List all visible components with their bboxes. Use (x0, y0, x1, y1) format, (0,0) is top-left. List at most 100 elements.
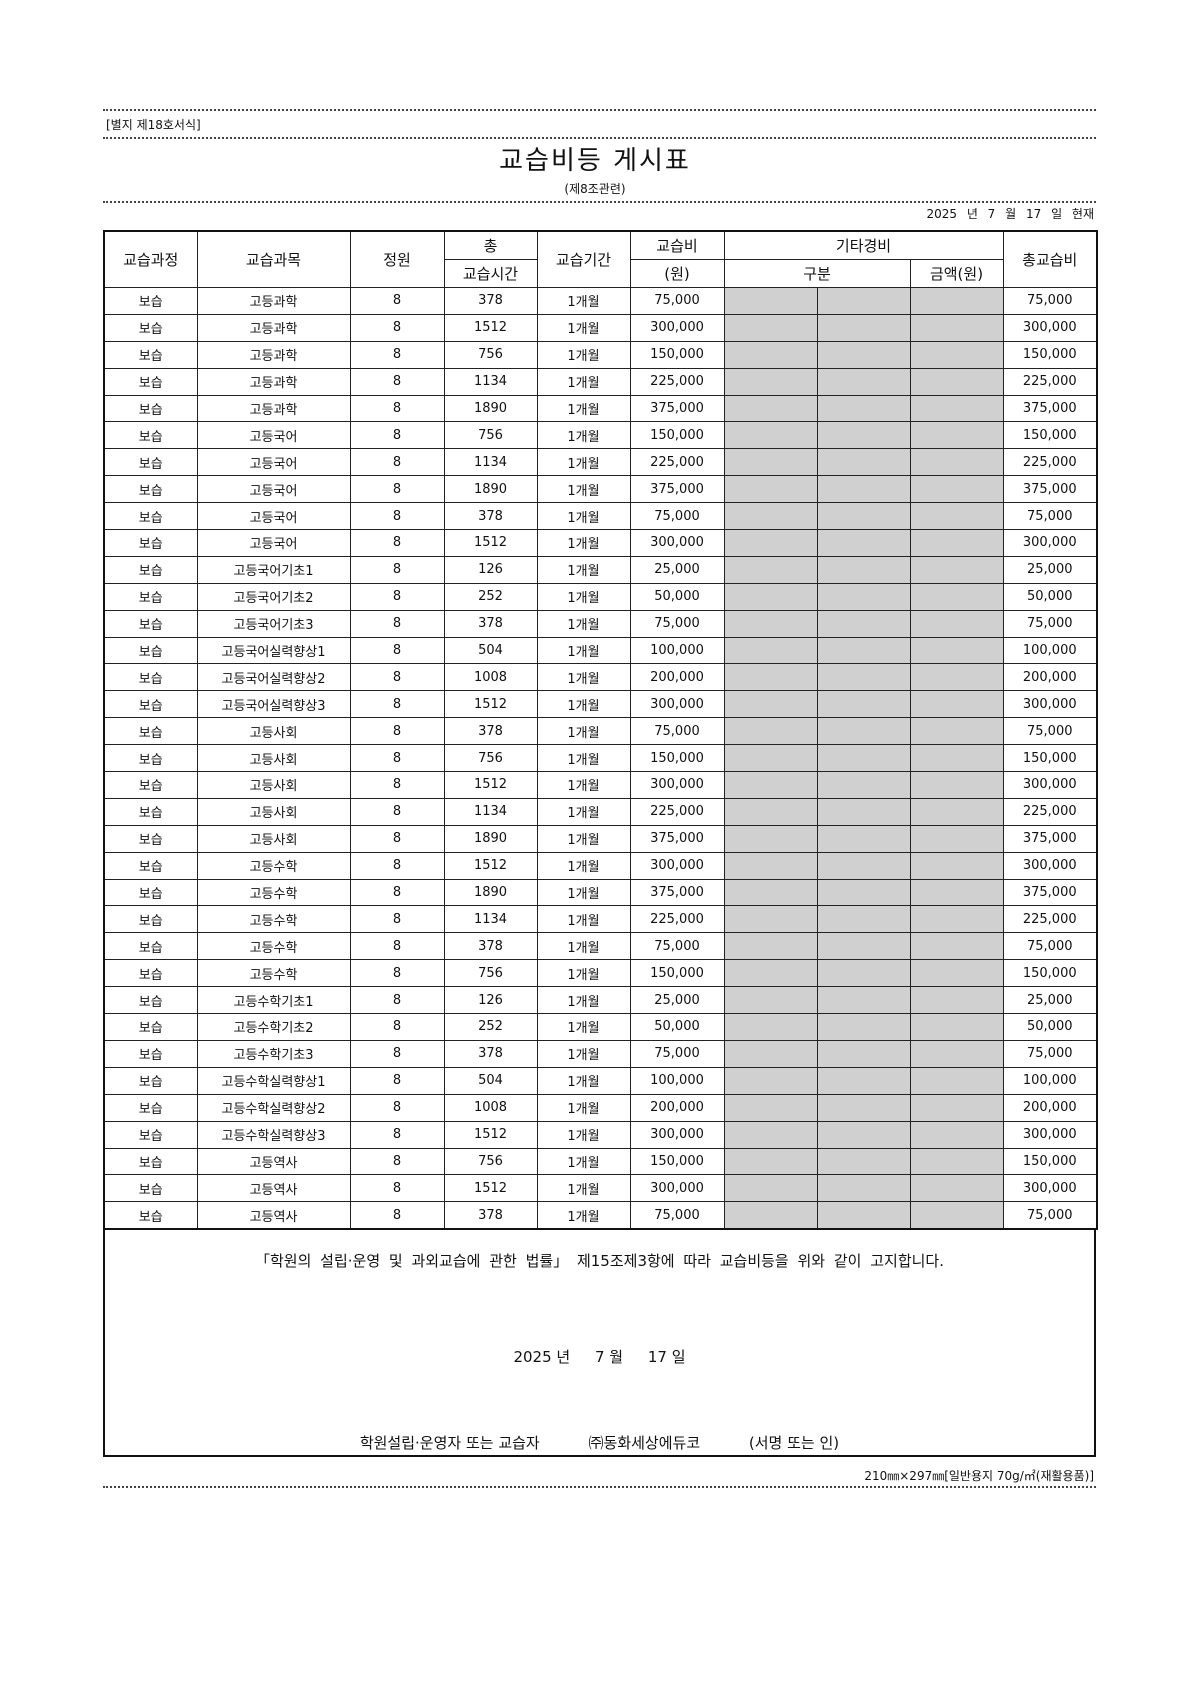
notice-year: 2025 년 (513, 1348, 571, 1366)
cell-other-amount (909, 824, 1004, 853)
cell-course: 보습 (103, 1147, 198, 1176)
cell-fee: 150,000 (629, 340, 725, 369)
page-subtitle: (제8조관련) (564, 182, 626, 196)
cell-total-hours: 1134 (443, 367, 538, 396)
cell-subject: 고등수학기초2 (196, 1013, 351, 1041)
cell-other-type-b (816, 824, 911, 853)
cell-subject: 고등수학실력향상1 (196, 1066, 351, 1095)
cell-total-fee: 375,000 (1002, 475, 1098, 504)
cell-other-amount (909, 340, 1004, 369)
cell-total-fee: 300,000 (1002, 1120, 1098, 1149)
cell-other-type-a (723, 448, 818, 477)
cell-total-fee: 300,000 (1002, 529, 1098, 557)
cell-fee: 375,000 (629, 475, 725, 504)
cell-course: 보습 (103, 690, 198, 719)
cell-period: 1개월 (536, 340, 631, 369)
cell-other-type-a (723, 771, 818, 799)
cell-period: 1개월 (536, 1093, 631, 1122)
cell-total-hours: 756 (443, 959, 538, 988)
cell-fee: 300,000 (629, 1174, 725, 1203)
cell-total-hours: 756 (443, 744, 538, 773)
cell-capacity: 8 (349, 340, 445, 369)
cell-period: 1개월 (536, 529, 631, 557)
cell-other-type-b (816, 744, 911, 773)
header-total-fee: 총교습비 (1002, 230, 1098, 288)
cell-fee: 75,000 (629, 717, 725, 746)
table-row: 보습 고등과학 8 378 1개월 75,000 75,000 (103, 287, 1098, 315)
header-fee-top: 교습비 (629, 230, 725, 260)
cell-total-fee: 75,000 (1002, 502, 1098, 531)
cell-total-hours: 1008 (443, 1093, 538, 1122)
cell-other-type-a (723, 851, 818, 880)
cell-subject: 고등국어 (196, 529, 351, 557)
cell-period: 1개월 (536, 636, 631, 665)
cell-fee: 300,000 (629, 313, 725, 342)
divider (103, 1486, 1096, 1488)
cell-other-type-a (723, 905, 818, 934)
cell-course: 보습 (103, 636, 198, 665)
cell-period: 1개월 (536, 502, 631, 531)
table-row: 보습 고등수학 8 1134 1개월 225,000 225,000 (103, 905, 1098, 934)
cell-subject: 고등역사 (196, 1174, 351, 1203)
cell-other-type-b (816, 932, 911, 961)
header-course: 교습과정 (103, 230, 198, 288)
notice-day: 17 일 (647, 1348, 686, 1366)
cell-other-type-b (816, 448, 911, 477)
table-row: 보습 고등사회 8 1134 1개월 225,000 225,000 (103, 797, 1098, 826)
cell-total-fee: 300,000 (1002, 851, 1098, 880)
cell-other-amount (909, 448, 1004, 477)
cell-other-amount (909, 959, 1004, 988)
cell-total-fee: 75,000 (1002, 287, 1098, 315)
cell-capacity: 8 (349, 529, 445, 557)
cell-subject: 고등과학 (196, 287, 351, 315)
cell-subject: 고등국어실력향상1 (196, 636, 351, 665)
cell-course: 보습 (103, 959, 198, 988)
cell-total-fee: 75,000 (1002, 1039, 1098, 1068)
cell-fee: 25,000 (629, 555, 725, 584)
cell-other-amount (909, 744, 1004, 773)
cell-subject: 고등수학기초3 (196, 1039, 351, 1068)
cell-subject: 고등국어 (196, 475, 351, 504)
cell-total-hours: 378 (443, 1201, 538, 1230)
table-row: 보습 고등역사 8 378 1개월 75,000 75,000 (103, 1201, 1098, 1230)
cell-other-type-b (816, 797, 911, 826)
cell-other-amount (909, 1147, 1004, 1176)
cell-total-fee: 375,000 (1002, 878, 1098, 907)
cell-other-amount (909, 905, 1004, 934)
cell-period: 1개월 (536, 797, 631, 826)
signer-name: ㈜동화세상에듀코 (588, 1434, 701, 1452)
cell-course: 보습 (103, 1201, 198, 1230)
cell-other-type-a (723, 986, 818, 1015)
cell-capacity: 8 (349, 1066, 445, 1095)
cell-course: 보습 (103, 797, 198, 826)
table-row: 보습 고등사회 8 1890 1개월 375,000 375,000 (103, 824, 1098, 853)
cell-other-amount (909, 771, 1004, 799)
cell-fee: 300,000 (629, 1120, 725, 1149)
as-of-date: 2025 년 7 월 17 일 현재 (926, 207, 1094, 221)
cell-total-hours: 1008 (443, 663, 538, 692)
cell-fee: 225,000 (629, 448, 725, 477)
cell-other-amount (909, 609, 1004, 638)
cell-total-fee: 150,000 (1002, 340, 1098, 369)
cell-period: 1개월 (536, 609, 631, 638)
cell-course: 보습 (103, 986, 198, 1015)
cell-other-type-b (816, 959, 911, 988)
table-row: 보습 고등수학실력향상1 8 504 1개월 100,000 100,000 (103, 1066, 1098, 1095)
cell-capacity: 8 (349, 394, 445, 423)
cell-fee: 300,000 (629, 851, 725, 880)
cell-other-amount (909, 717, 1004, 746)
cell-other-type-a (723, 529, 818, 557)
divider (103, 109, 1096, 111)
table-row: 보습 고등수학기초1 8 126 1개월 25,000 25,000 (103, 986, 1098, 1015)
cell-fee: 375,000 (629, 394, 725, 423)
cell-total-hours: 1512 (443, 771, 538, 799)
cell-other-type-a (723, 878, 818, 907)
table-row: 보습 고등국어기초2 8 252 1개월 50,000 50,000 (103, 582, 1098, 611)
cell-fee: 200,000 (629, 663, 725, 692)
cell-total-hours: 1512 (443, 313, 538, 342)
cell-fee: 50,000 (629, 1013, 725, 1041)
cell-capacity: 8 (349, 744, 445, 773)
cell-total-fee: 300,000 (1002, 771, 1098, 799)
sign-note: (서명 또는 인) (748, 1434, 840, 1452)
table-row: 보습 고등수학 8 1890 1개월 375,000 375,000 (103, 878, 1098, 907)
